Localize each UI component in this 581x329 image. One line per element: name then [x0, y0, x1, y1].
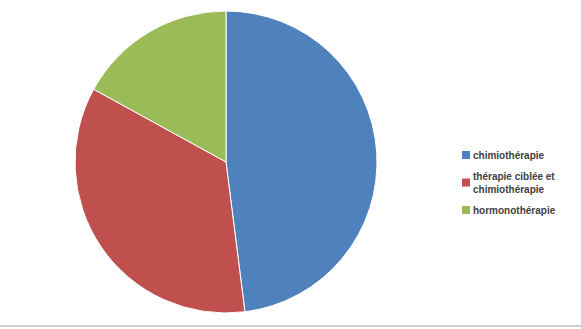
legend-swatch [462, 179, 470, 187]
legend-label: thérapie ciblée etchimiothérapie [473, 171, 555, 195]
legend: chimiothérapie thérapie ciblée etchimioth… [462, 150, 556, 216]
pie-slice [226, 11, 377, 312]
chart: chimiothérapie thérapie ciblée etchimioth… [0, 0, 581, 329]
legend-label: chimiothérapie [473, 150, 545, 161]
legend-swatch [462, 151, 470, 159]
legend-swatch [462, 206, 470, 214]
frame-line [0, 326, 581, 327]
legend-label: hormonothérapie [473, 205, 556, 216]
pie-slice [94, 11, 226, 162]
slices [75, 11, 377, 313]
